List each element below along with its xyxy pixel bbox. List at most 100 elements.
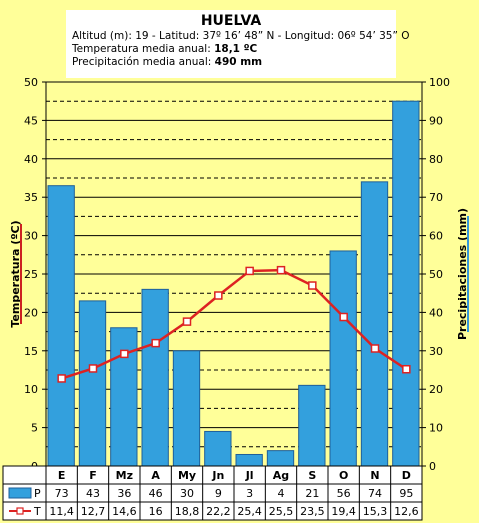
- table-cell-precipitation: 30: [180, 487, 194, 500]
- temperature-point: [214, 291, 223, 300]
- precipitation-bar: [266, 450, 295, 467]
- precipitation-bar: [172, 350, 201, 467]
- table-cell-precipitation: 9: [215, 487, 222, 500]
- y-right-tick-label: 60: [429, 230, 443, 243]
- annual-temperature-label: Temperatura media anual:: [72, 43, 211, 55]
- table-cell-temperature: 25,5: [269, 505, 294, 518]
- annual-temperature: Temperatura media anual: 18,1 ºC: [72, 43, 390, 56]
- table-cell-temperature: 15,3: [363, 505, 388, 518]
- temperature-point: [182, 317, 192, 326]
- table-cell-temperature: 14,6: [112, 505, 137, 518]
- x-tick-label: A: [151, 469, 160, 482]
- station-info-box: HUELVA Altitud (m): 19 - Latitud: 37º 16…: [66, 10, 410, 78]
- y-right-tick-label: 20: [429, 383, 443, 396]
- temperature-point: [245, 266, 254, 276]
- x-tick-label: E: [58, 469, 66, 482]
- temperature-point: [370, 344, 380, 353]
- precipitation-bar: [110, 327, 138, 467]
- y-left-tick-label: 10: [24, 383, 38, 396]
- annual-precipitation-value: 490 mm: [214, 56, 263, 68]
- table-cell-precipitation: 95: [399, 487, 413, 500]
- y-left-tick-label: 40: [24, 153, 38, 166]
- x-tick-label: Ag: [273, 469, 289, 482]
- x-tick-label: Mz: [116, 469, 133, 482]
- annual-precipitation-label: Precipitación media anual:: [72, 56, 212, 68]
- table-frame: [2, 465, 423, 521]
- table-cell-precipitation: 43: [86, 487, 100, 500]
- table-cell-precipitation: 46: [149, 487, 163, 500]
- x-tick-label: Jn: [211, 469, 224, 482]
- table-cell-precipitation: 36: [117, 487, 131, 500]
- data-table: E F Mz A My Jn Jl Ag S O N D P 73 43 36 46 30 9 3 4 21 56 74 95 T…: [2, 465, 423, 521]
- table-cell-temperature: 12,6: [394, 505, 419, 518]
- temperature-point: [276, 265, 286, 275]
- temperature-point: [151, 338, 160, 348]
- table-cell-precipitation: 21: [305, 487, 319, 500]
- y-axis-right-title: Precipitaciones (mm): [456, 208, 469, 340]
- x-tick-label: Jl: [245, 469, 254, 482]
- x-tick-label: O: [339, 469, 348, 482]
- y-right-tick-label: 50: [429, 268, 443, 281]
- station-title: HUELVA: [200, 13, 262, 29]
- x-tick-label: N: [370, 469, 379, 482]
- temperature-point: [57, 374, 66, 383]
- y-right-tick-label: 0: [429, 460, 436, 473]
- temperature-series: [57, 265, 411, 383]
- x-tick-label: D: [402, 469, 411, 482]
- precipitation-bar: [392, 100, 420, 467]
- precipitation-bar: [298, 384, 326, 467]
- table-cell-temperature: 25,4: [237, 505, 262, 518]
- y-right-tick-label: 100: [429, 76, 450, 89]
- temperature-point: [339, 312, 348, 322]
- temperature-point: [88, 364, 98, 373]
- precipitation-bar: [360, 181, 389, 467]
- precipitation-bar: [329, 250, 357, 467]
- station-location: Altitud (m): 19 - Latitud: 37º 16’ 48” N…: [72, 30, 410, 42]
- y-right-tick-label: 30: [429, 345, 443, 358]
- y-left-tick-label: 15: [24, 345, 38, 358]
- y-left-tick-label: 45: [24, 114, 38, 127]
- precipitation-bar: [141, 288, 169, 467]
- precipitation-bar: [235, 453, 263, 467]
- y-right-tick-label: 10: [429, 422, 443, 435]
- axes: 0510152025303540455001020304050607080901…: [24, 76, 450, 473]
- table-cell-temperature: 12,7: [81, 505, 106, 518]
- annual-temperature-value: 18,1 ºC: [214, 43, 258, 55]
- annual-precipitation: Precipitación media anual: 490 mm: [72, 56, 390, 69]
- table-cell-temperature: 23,5: [300, 505, 325, 518]
- y-right-tick-label: 90: [429, 114, 443, 127]
- y-left-tick-label: 25: [24, 268, 38, 281]
- y-left-tick-label: 5: [31, 422, 38, 435]
- y-left-tick-label: 50: [24, 76, 38, 89]
- grid-lines: [46, 81, 422, 467]
- y-right-tick-label: 40: [429, 306, 443, 319]
- x-tick-label: My: [178, 469, 196, 482]
- y-left-tick-label: 20: [24, 306, 38, 319]
- y-right-tick-label: 70: [429, 191, 443, 204]
- y-axis-left-title: Temperatura (ºC): [9, 220, 22, 327]
- temperature-line: [61, 268, 408, 380]
- table-cell-temperature: 11,4: [49, 505, 74, 518]
- table-cell-temperature: 19,4: [331, 505, 356, 518]
- precipitation-bar: [78, 300, 107, 467]
- y-left-tick-label: 30: [24, 230, 38, 243]
- table-cell-precipitation: 73: [55, 487, 69, 500]
- table-cell-precipitation: 3: [246, 487, 253, 500]
- precipitation-bar: [204, 430, 232, 467]
- temperature-point: [308, 281, 317, 290]
- table-cell-precipitation: 56: [337, 487, 351, 500]
- table-cell-temperature: 22,2: [206, 505, 231, 518]
- table-cell-precipitation: 74: [368, 487, 382, 500]
- table-cell-temperature: 16: [149, 505, 163, 518]
- x-tick-label: F: [89, 469, 97, 482]
- precipitation-bar: [47, 185, 75, 467]
- table-cell-precipitation: 4: [278, 487, 285, 500]
- temperature-point: [120, 349, 129, 359]
- legend-marker-temperature: [16, 507, 24, 515]
- table-cell-temperature: 18,8: [175, 505, 200, 518]
- legend-label-temperature: T: [33, 505, 41, 518]
- temperature-point: [402, 364, 411, 374]
- y-left-tick-label: 35: [24, 191, 38, 204]
- legend-label-precipitation: P: [34, 487, 41, 500]
